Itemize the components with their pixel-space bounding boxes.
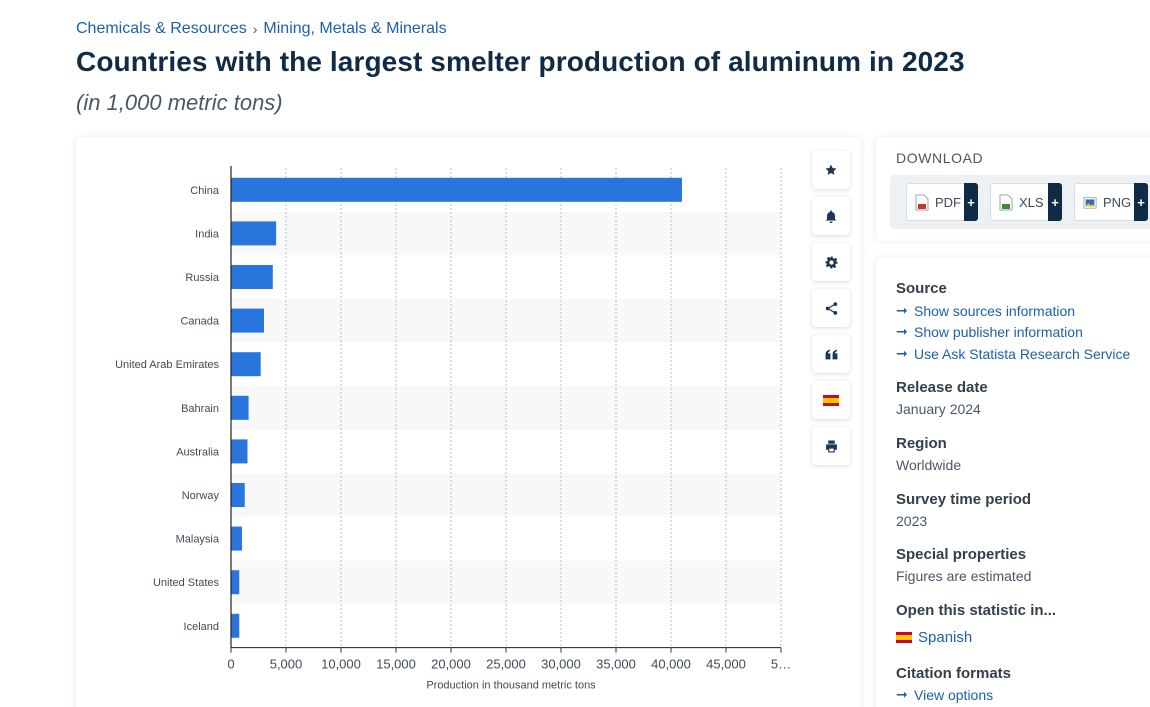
- spanish-version-button[interactable]: [812, 381, 850, 419]
- open-in-spanish-link[interactable]: Spanish: [896, 629, 972, 646]
- notification-button[interactable]: [812, 197, 850, 235]
- xls-file-icon: [999, 194, 1013, 210]
- pdf-label: PDF: [935, 194, 961, 210]
- release-date-heading: Release date: [896, 379, 988, 396]
- region-heading: Region: [896, 435, 947, 452]
- chart-card: 0 5,000 10,000 15,000 20,000 25,000 30,000 35,0…: [76, 137, 861, 707]
- category-label: China: [190, 185, 220, 197]
- show-sources-label: Show sources information: [914, 302, 1076, 319]
- download-buttons: PDF + XLS + PNG +: [890, 175, 1150, 229]
- bar: [231, 177, 682, 202]
- page-title: Countries with the largest smelter produ…: [76, 46, 965, 77]
- x-tick-label: 5…: [771, 657, 791, 672]
- xls-label: XLS: [1019, 194, 1044, 210]
- region-value: Worldwide: [896, 457, 962, 473]
- settings-button[interactable]: [812, 243, 850, 281]
- download-xls-button[interactable]: XLS +: [990, 183, 1062, 221]
- arrow-right-icon: ➞: [896, 323, 908, 339]
- png-plus[interactable]: +: [1134, 183, 1148, 221]
- x-tick-label: 5,000: [270, 657, 303, 672]
- citation-button[interactable]: [812, 335, 850, 373]
- arrow-right-icon: ➞: [896, 302, 908, 318]
- xls-plus[interactable]: +: [1048, 183, 1062, 221]
- bar: [231, 308, 264, 333]
- share-icon: [825, 301, 837, 315]
- spanish-flag-icon: [823, 394, 839, 406]
- print-icon: [825, 440, 837, 452]
- bar: [231, 613, 240, 638]
- print-button[interactable]: [812, 427, 850, 465]
- breadcrumb-separator: ›: [252, 21, 258, 37]
- page-subtitle: (in 1,000 metric tons): [76, 90, 283, 115]
- arrow-right-icon: ➞: [896, 345, 908, 361]
- bar: [231, 526, 242, 551]
- category-label: United Arab Emirates: [115, 359, 219, 371]
- download-png-button[interactable]: PNG +: [1074, 183, 1148, 221]
- row-band: [231, 473, 781, 517]
- bar: [231, 265, 273, 289]
- view-options-link[interactable]: ➞ View options: [896, 686, 993, 703]
- x-tick-label: 45,000: [706, 657, 746, 672]
- bar: [231, 352, 261, 377]
- ask-statista-label: Use Ask Statista Research Service: [914, 345, 1131, 362]
- x-tick-label: 0: [227, 657, 234, 672]
- category-label: Bahrain: [181, 403, 219, 415]
- category-label: Iceland: [184, 621, 219, 633]
- view-options-label: View options: [914, 686, 994, 703]
- citation-formats-heading: Citation formats: [896, 665, 1012, 682]
- download-title: DOWNLOAD: [896, 150, 984, 166]
- x-tick-label: 25,000: [486, 657, 526, 672]
- open-statistic-heading: Open this statistic in...: [896, 602, 1057, 619]
- category-label: United States: [153, 577, 220, 589]
- bar-chart: 0 5,000 10,000 15,000 20,000 25,000 30,000 35,0…: [115, 166, 791, 692]
- special-properties-value: Figures are estimated: [896, 568, 1032, 584]
- breadcrumb: Chemicals & Resources › Mining, Metals &…: [76, 20, 447, 38]
- spanish-label: Spanish: [918, 629, 973, 646]
- x-tick-label: 10,000: [321, 657, 361, 672]
- gear-icon: [825, 256, 837, 268]
- quote-icon: [825, 349, 837, 359]
- ask-statista-link[interactable]: ➞ Use Ask Statista Research Service: [896, 345, 1130, 362]
- download-panel: DOWNLOAD PDF + XLS + PNG +: [876, 137, 1150, 241]
- category-label: Norway: [182, 490, 220, 502]
- category-label: Australia: [176, 446, 220, 458]
- bar: [231, 570, 240, 595]
- category-label: Russia: [185, 272, 220, 284]
- statistic-info-panel: Source ➞ Show sources information ➞ Show…: [876, 258, 1150, 707]
- x-tick-label: 30,000: [541, 657, 581, 672]
- show-publisher-link[interactable]: ➞ Show publisher information: [896, 323, 1083, 340]
- survey-period-value: 2023: [896, 513, 928, 529]
- x-tick-label: 20,000: [431, 657, 471, 672]
- download-pdf-button[interactable]: PDF +: [906, 183, 978, 221]
- x-tick-label: 40,000: [651, 657, 691, 672]
- bell-icon: [825, 210, 837, 223]
- pdf-file-icon: [915, 194, 929, 210]
- star-icon: [825, 164, 837, 175]
- breadcrumb-mining-metals-minerals[interactable]: Mining, Metals & Minerals: [263, 20, 447, 37]
- pdf-plus[interactable]: +: [964, 183, 978, 221]
- category-label: India: [195, 228, 220, 240]
- breadcrumb-chemicals-resources[interactable]: Chemicals & Resources: [76, 20, 247, 37]
- bar: [231, 221, 277, 246]
- bar: [231, 395, 249, 420]
- release-date-value: January 2024: [896, 401, 981, 417]
- show-sources-link[interactable]: ➞ Show sources information: [896, 302, 1075, 319]
- share-button[interactable]: [812, 289, 850, 327]
- bar: [231, 483, 245, 507]
- show-publisher-label: Show publisher information: [914, 323, 1083, 340]
- category-label: Malaysia: [176, 534, 220, 546]
- favorite-button[interactable]: [812, 151, 850, 189]
- x-axis-title: Production in thousand metric tons: [426, 680, 596, 692]
- png-file-icon: [1083, 196, 1097, 209]
- arrow-right-icon: ➞: [896, 686, 908, 702]
- category-label: Canada: [180, 316, 219, 328]
- bar: [231, 439, 248, 464]
- source-heading: Source: [896, 280, 947, 297]
- x-tick-label: 35,000: [596, 657, 636, 672]
- special-properties-heading: Special properties: [896, 546, 1027, 563]
- survey-period-heading: Survey time period: [896, 491, 1032, 508]
- spanish-flag-icon: [896, 632, 912, 643]
- png-label: PNG: [1103, 194, 1132, 210]
- x-tick-label: 15,000: [376, 657, 416, 672]
